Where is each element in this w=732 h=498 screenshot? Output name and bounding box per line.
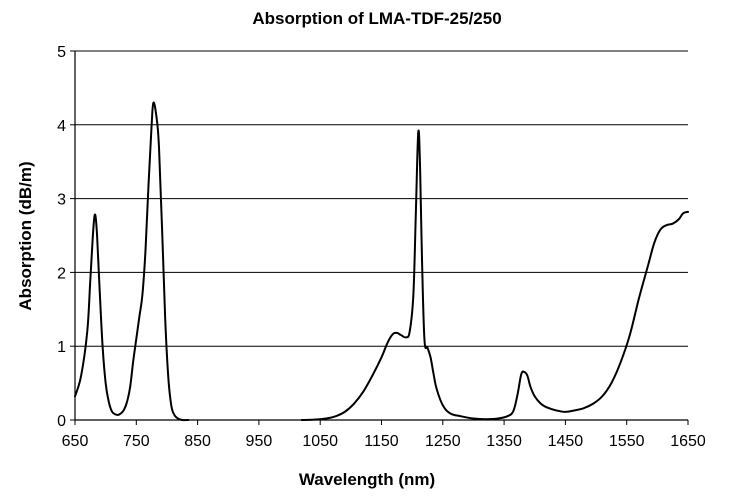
gridlines — [75, 50, 688, 347]
tick-labels: 0 1 2 3 4 5 650 750 850 950 1050 1150 1250 1350 1450 15… — [57, 44, 706, 450]
y-tick-label-4: 4 — [57, 118, 66, 135]
y-tick-label-5: 5 — [57, 44, 66, 61]
y-axis-title: Absorption (dB/m) — [16, 161, 35, 310]
series-layer — [74, 101, 689, 422]
absorption-line-segment-2 — [300, 129, 689, 421]
x-tick-label-1350: 1350 — [486, 433, 522, 450]
x-tick-label-1050: 1050 — [302, 433, 338, 450]
y-tick-label-3: 3 — [57, 192, 66, 209]
x-tick-label-950: 950 — [246, 433, 273, 450]
x-tick-label-1250: 1250 — [425, 433, 461, 450]
y-tick-label-0: 0 — [57, 413, 66, 430]
chart-title: Absorption of LMA-TDF-25/250 — [252, 9, 501, 28]
x-tick-label-850: 850 — [184, 433, 211, 450]
y-tick-label-1: 1 — [57, 339, 66, 356]
x-tick-label-750: 750 — [123, 433, 150, 450]
x-axis-title: Wavelength (nm) — [299, 470, 435, 489]
x-tick-label-1150: 1150 — [364, 433, 399, 450]
x-tick-label-650: 650 — [62, 433, 89, 450]
absorption-line-segment-1 — [74, 101, 190, 422]
x-tick-label-1650: 1650 — [670, 433, 706, 450]
y-tick-label-2: 2 — [57, 265, 66, 282]
x-tick-label-1550: 1550 — [609, 433, 645, 450]
axes — [70, 50, 689, 425]
x-tick-label-1450: 1450 — [548, 433, 584, 450]
